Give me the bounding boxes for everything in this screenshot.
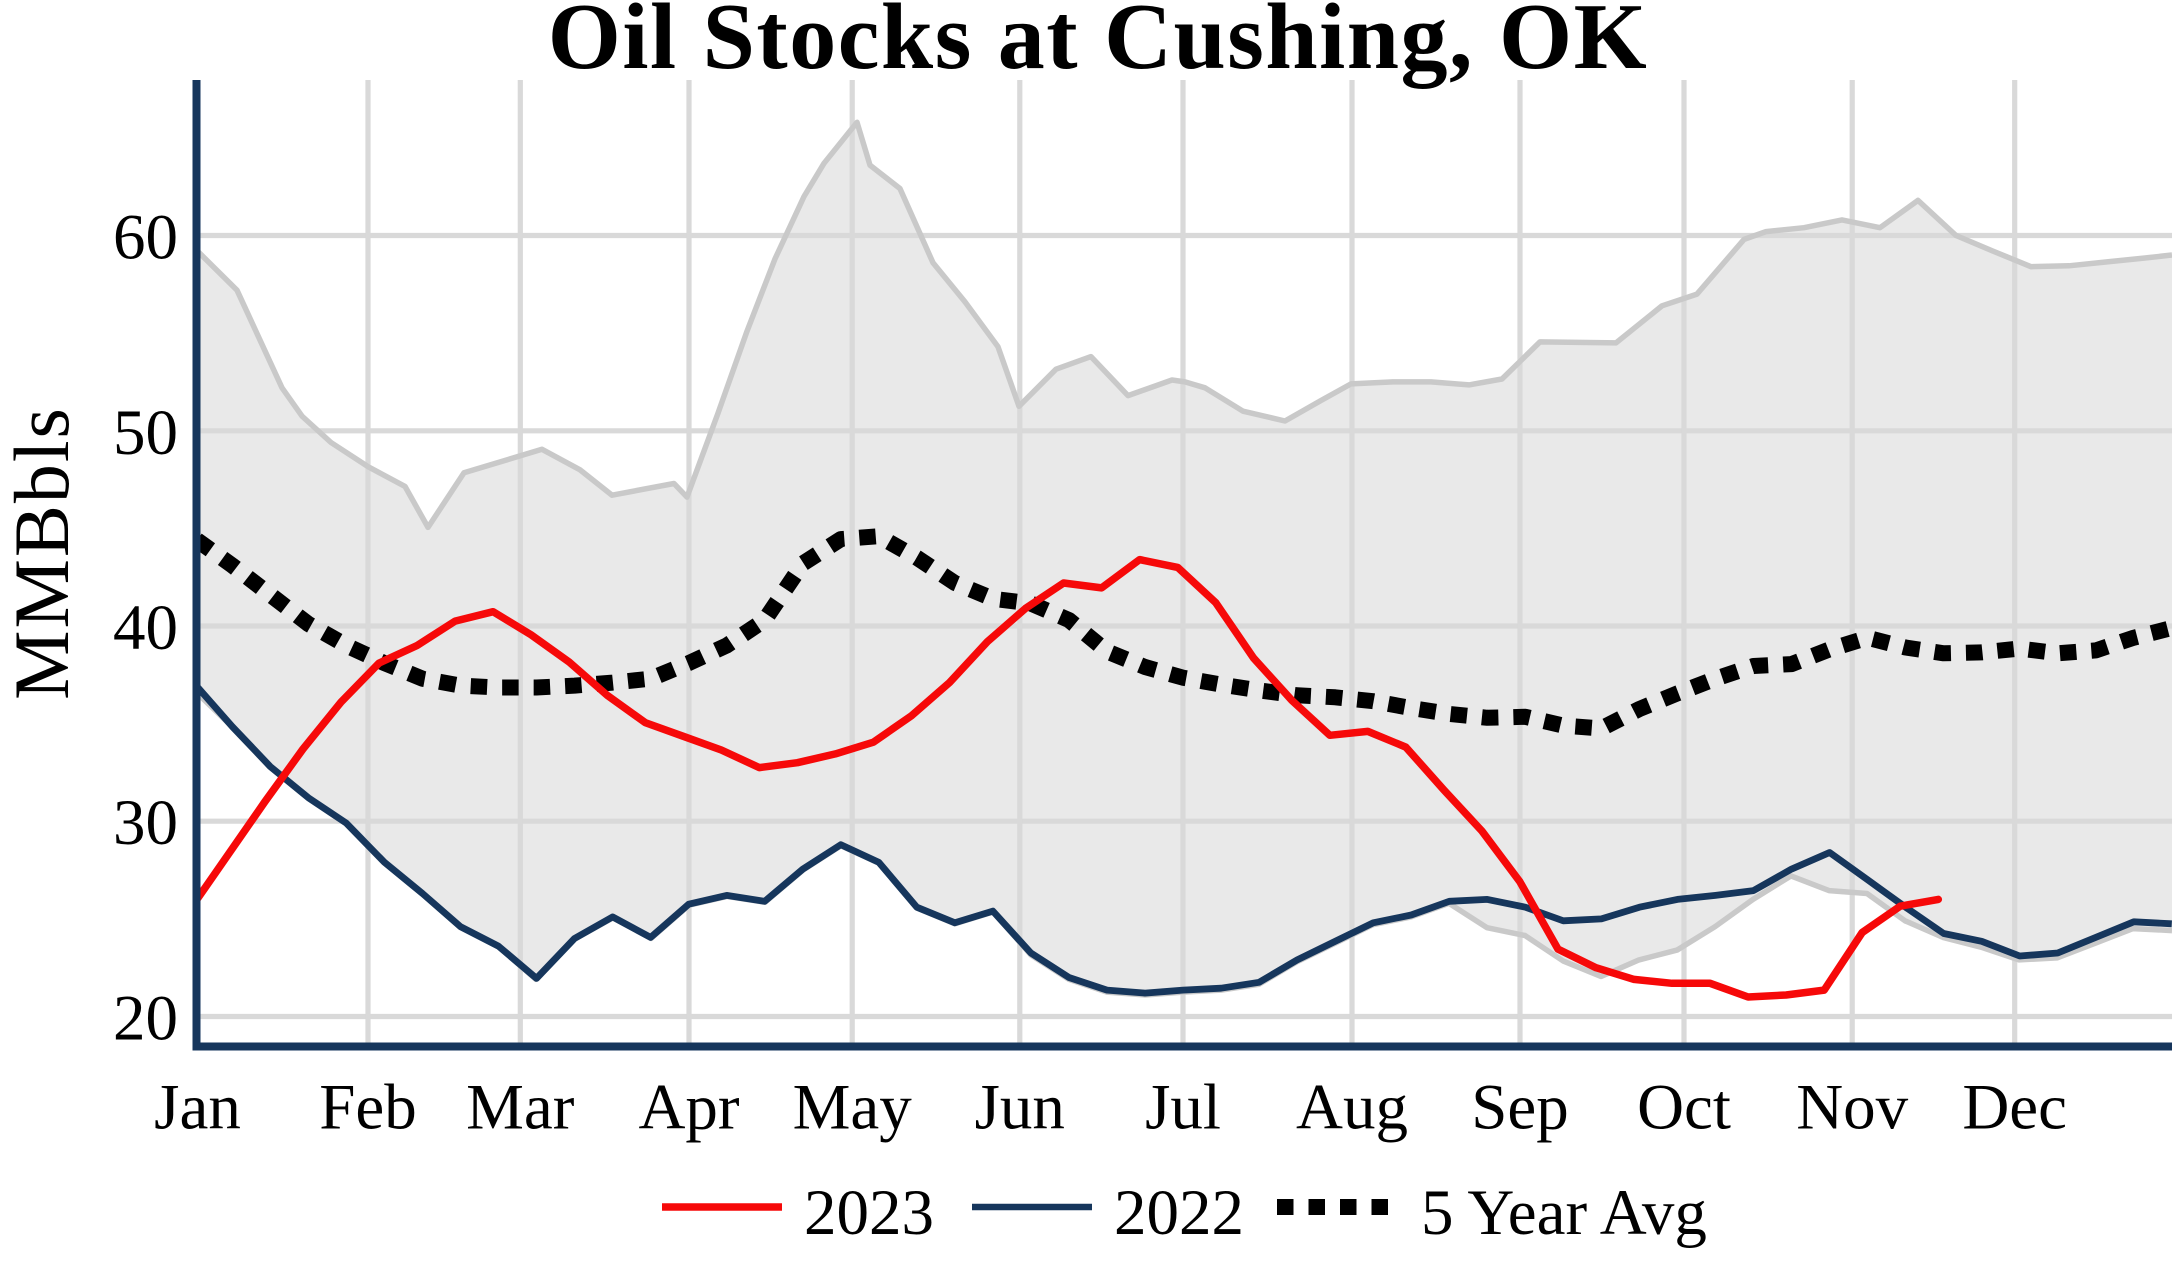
svg-text:30: 30 xyxy=(113,787,178,859)
svg-text:60: 60 xyxy=(113,202,178,274)
svg-text:20: 20 xyxy=(113,983,178,1055)
svg-text:50: 50 xyxy=(113,397,178,469)
svg-text:40: 40 xyxy=(113,592,178,664)
svg-text:Apr: Apr xyxy=(638,1072,739,1144)
svg-text:May: May xyxy=(793,1072,913,1144)
svg-text:5 Year Avg: 5 Year Avg xyxy=(1421,1177,1707,1249)
svg-text:Jul: Jul xyxy=(1145,1072,1221,1144)
svg-text:Jun: Jun xyxy=(975,1072,1065,1144)
svg-text:Nov: Nov xyxy=(1796,1072,1908,1144)
svg-text:MMBbls: MMBbls xyxy=(0,406,85,700)
svg-text:2022: 2022 xyxy=(1114,1177,1244,1249)
svg-text:Oil Stocks at Cushing, OK: Oil Stocks at Cushing, OK xyxy=(548,0,1648,89)
svg-text:Oct: Oct xyxy=(1637,1072,1731,1144)
svg-text:Dec: Dec xyxy=(1962,1072,2067,1144)
svg-text:Feb: Feb xyxy=(319,1072,417,1144)
svg-text:Mar: Mar xyxy=(466,1072,575,1144)
svg-text:2023: 2023 xyxy=(804,1177,934,1249)
svg-text:Aug: Aug xyxy=(1296,1072,1408,1144)
svg-text:Sep: Sep xyxy=(1471,1072,1569,1144)
svg-text:Jan: Jan xyxy=(154,1072,241,1144)
